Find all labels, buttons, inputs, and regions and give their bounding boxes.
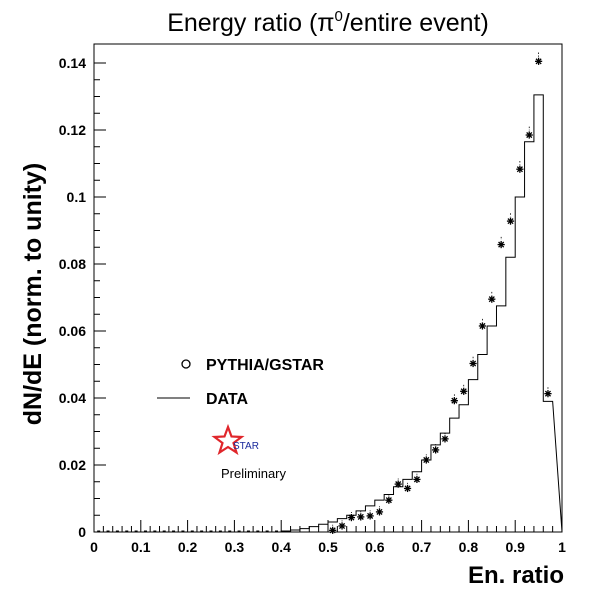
legend: PYTHIA/GSTAR DATA xyxy=(157,357,324,408)
x-tick-label: 0.5 xyxy=(318,539,338,555)
legend-label-data: DATA xyxy=(206,391,249,408)
chart-title: Energy ratio (π0/entire event) xyxy=(167,8,489,37)
x-tick-label: 0.8 xyxy=(459,539,479,555)
pythia-point xyxy=(525,126,533,139)
x-axis-label: En. ratio xyxy=(468,562,564,589)
y-tick-label: 0.14 xyxy=(59,55,86,71)
pythia-point xyxy=(516,160,524,173)
y-tick-label: 0.02 xyxy=(59,457,86,473)
star-logo-text: STAR xyxy=(233,441,259,452)
y-tick-label: 0.08 xyxy=(59,256,86,272)
y-tick-label: 0 xyxy=(78,524,86,540)
y-tick-label: 0.04 xyxy=(59,390,86,406)
x-tick-label: 0.4 xyxy=(271,539,291,555)
pythia-point xyxy=(544,387,552,398)
x-tick-label: 0.1 xyxy=(131,539,151,555)
y-axis-label: dN/dE (norm. to unity) xyxy=(19,163,47,425)
data-histogram-step xyxy=(94,94,563,533)
x-tick-label: 0.9 xyxy=(505,539,525,555)
pythia-point xyxy=(488,291,496,303)
pythia-point xyxy=(366,510,374,520)
pythia-point xyxy=(375,506,384,516)
y-tick-label: 0.06 xyxy=(59,323,86,339)
x-tick-label: 1 xyxy=(558,539,566,555)
legend-label-pythia: PYTHIA/GSTAR xyxy=(206,357,324,374)
axis-ticks: 0 0.1 0.2 0.3 0.4 0.5 0.6 0.7 0.8 0.9 1 0 0.02 0.04 0.… xyxy=(59,55,566,555)
pythia-point xyxy=(347,511,355,522)
pythia-point xyxy=(478,318,487,330)
x-tick-label: 0.3 xyxy=(225,539,245,555)
pythia-point xyxy=(422,454,430,464)
pythia-point xyxy=(441,432,449,443)
pythia-point xyxy=(329,524,337,534)
pythia-point xyxy=(469,356,477,368)
pythia-point xyxy=(413,473,421,484)
x-tick-label: 0.7 xyxy=(412,539,432,555)
pythia-point xyxy=(460,384,468,395)
series-layer xyxy=(94,52,563,534)
pythia-point xyxy=(403,482,412,493)
pythia-point xyxy=(506,213,515,225)
x-tick-label: 0 xyxy=(90,539,98,555)
pythia-point xyxy=(357,511,365,521)
plot-frame xyxy=(93,43,563,533)
preliminary-label: Preliminary xyxy=(221,466,287,481)
pythia-point xyxy=(385,494,393,504)
y-tick-label: 0.1 xyxy=(67,189,87,205)
pythia-point xyxy=(394,478,402,488)
pythia-point xyxy=(497,236,505,249)
pythia-point xyxy=(450,394,458,405)
pythia-point xyxy=(338,520,346,530)
pythia-point xyxy=(535,52,543,65)
pythia-point xyxy=(432,444,440,454)
y-tick-label: 0.12 xyxy=(59,122,86,138)
x-tick-label: 0.2 xyxy=(178,539,198,555)
legend-marker-circle xyxy=(181,359,191,369)
x-tick-label: 0.6 xyxy=(365,539,385,555)
star-preliminary-logo: STAR Preliminary xyxy=(211,423,287,481)
star-logo-icon xyxy=(211,423,245,456)
